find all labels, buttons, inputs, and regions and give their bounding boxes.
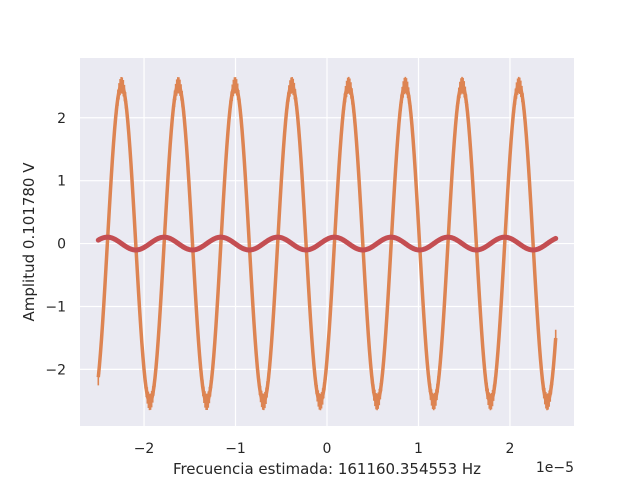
series-measured bbox=[96, 76, 558, 411]
y-tick-label: 2 bbox=[57, 111, 66, 127]
fit-line bbox=[95, 234, 559, 253]
y-tick-label: 0 bbox=[57, 237, 66, 253]
measured-line bbox=[96, 82, 558, 405]
series-fit bbox=[95, 234, 559, 253]
y-tick-labels: −2 −1 0 1 2 bbox=[45, 111, 66, 379]
y-tick-label: 1 bbox=[57, 174, 66, 190]
x-tick-label: −2 bbox=[134, 441, 155, 457]
x-offset-label: 1e−5 bbox=[536, 460, 574, 476]
y-axis-label: Amplitud 0.101780 V bbox=[20, 162, 38, 322]
x-tick-label: −1 bbox=[225, 441, 246, 457]
y-tick-label: −2 bbox=[45, 362, 66, 378]
x-tick-labels: −2 −1 0 1 2 bbox=[134, 441, 515, 457]
x-axis-label: Frecuencia estimada: 161160.354553 Hz bbox=[173, 460, 481, 478]
x-tick-label: 2 bbox=[506, 441, 515, 457]
x-tick-label: 1 bbox=[414, 441, 423, 457]
series-layer bbox=[95, 76, 559, 411]
x-tick-label: 0 bbox=[323, 441, 332, 457]
y-tick-label: −1 bbox=[45, 299, 66, 315]
